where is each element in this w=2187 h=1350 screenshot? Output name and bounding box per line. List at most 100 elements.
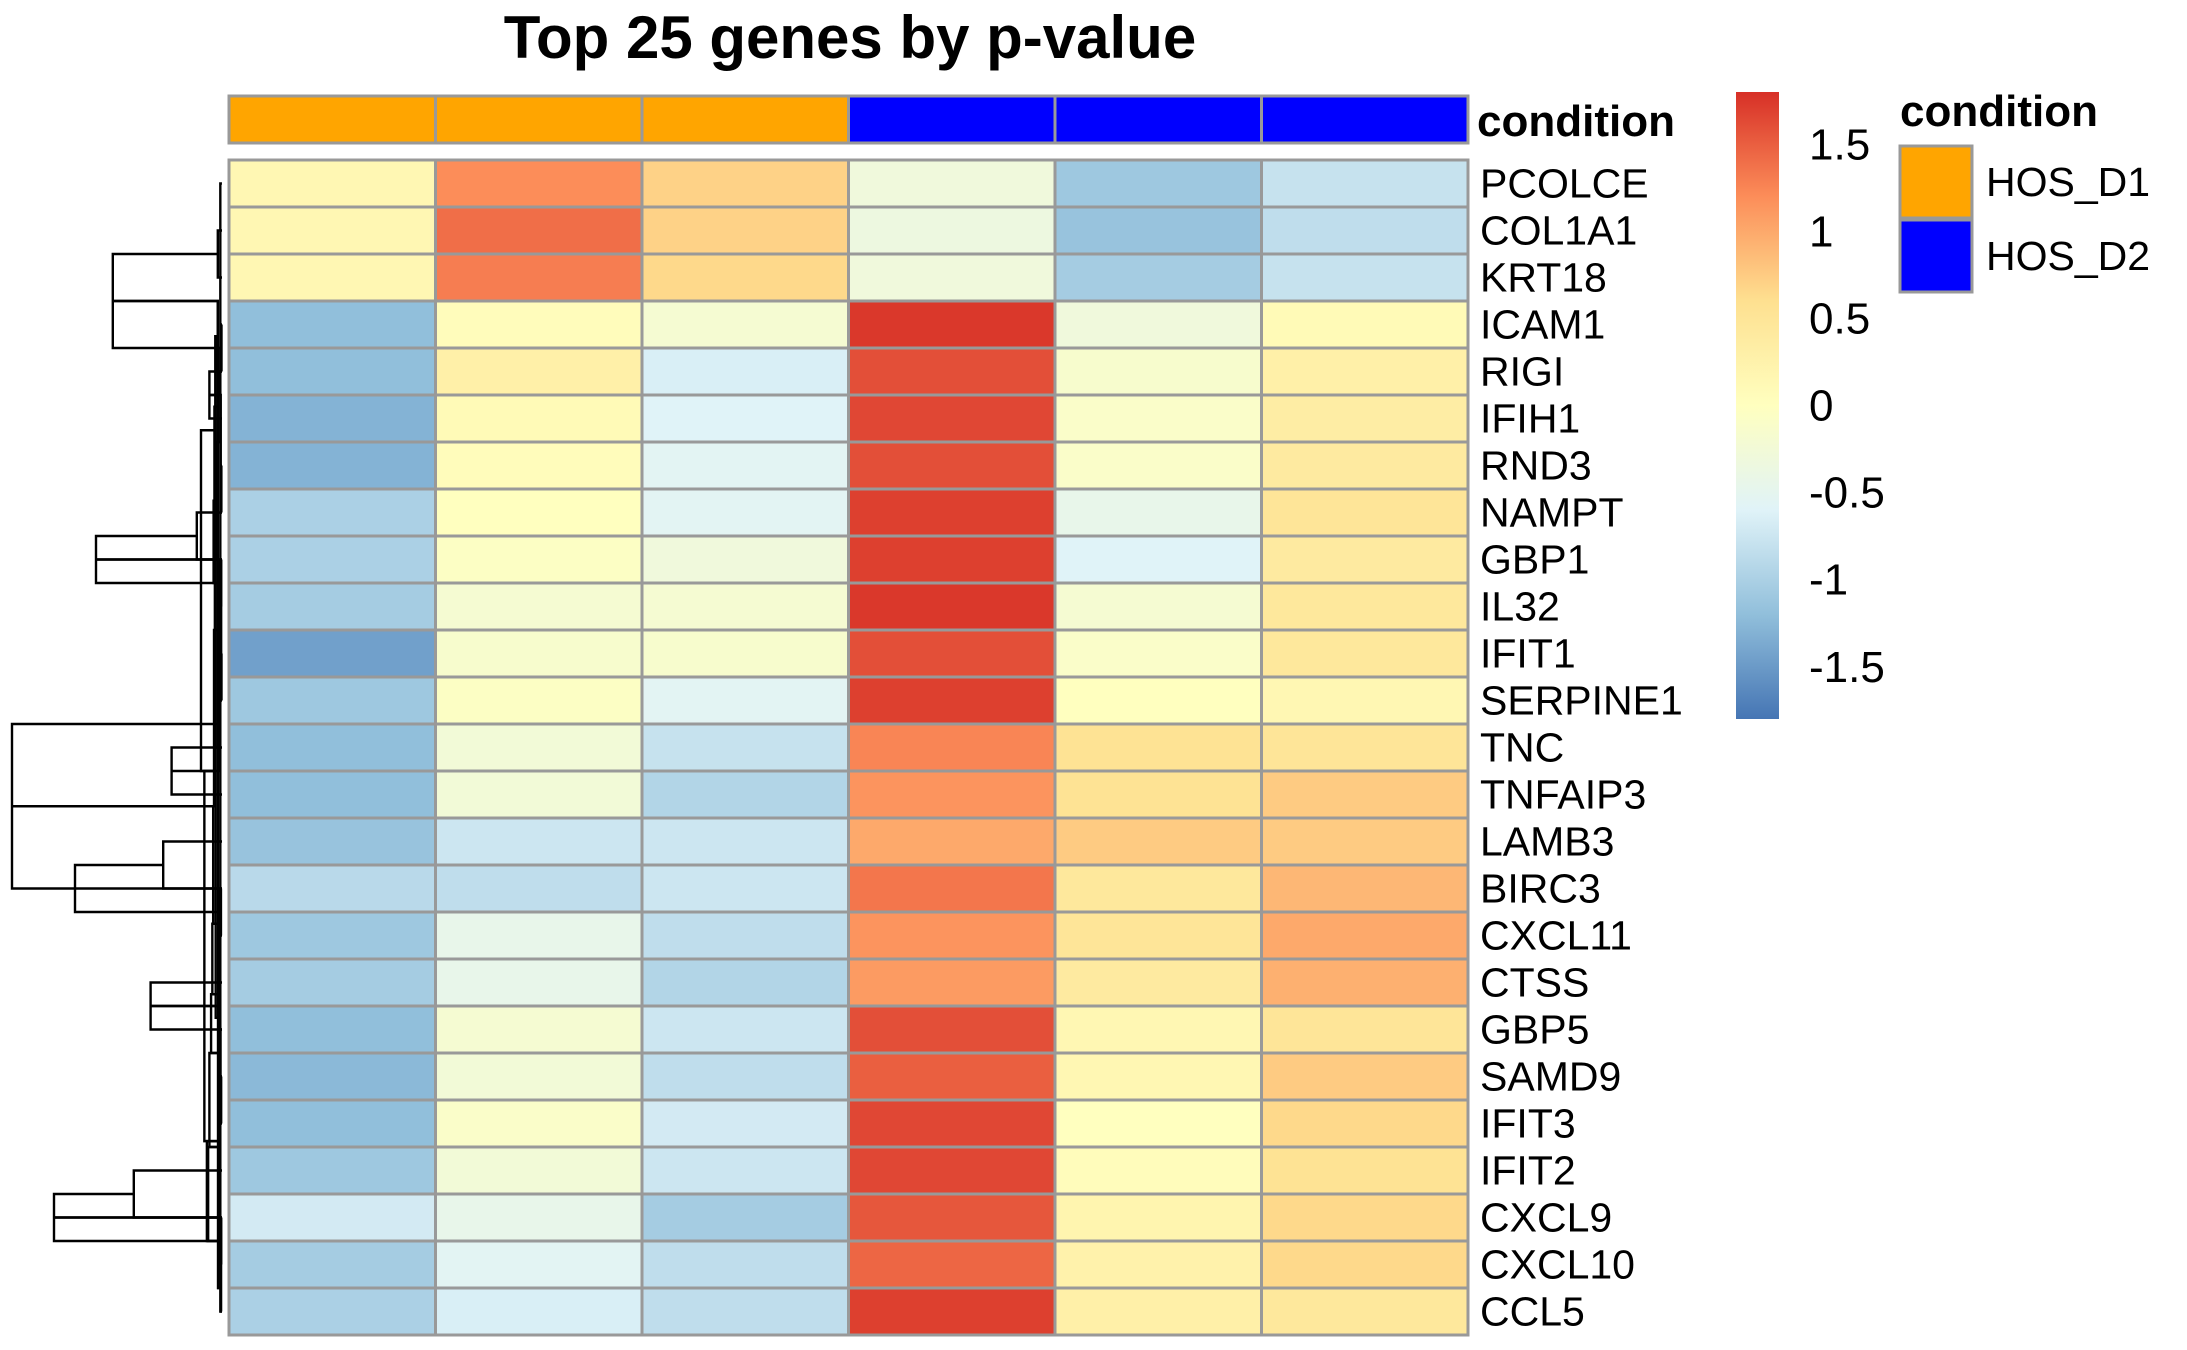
heatmap-cell xyxy=(227,910,437,961)
heatmap-cell xyxy=(640,1051,850,1102)
annotation-label: condition xyxy=(1477,97,1675,146)
row-label: CXCL11 xyxy=(1480,913,1632,959)
row-label: SERPINE1 xyxy=(1480,678,1683,724)
heatmap-cell xyxy=(1260,581,1470,632)
heatmap-cell xyxy=(1053,252,1263,303)
heatmap-cell xyxy=(434,158,644,209)
heatmap-cell xyxy=(847,581,1057,632)
heatmap-cell xyxy=(434,1098,644,1149)
heatmap-cell xyxy=(847,1192,1057,1243)
heatmap-cell xyxy=(640,675,850,726)
heatmap-cell xyxy=(1053,1051,1263,1102)
heatmap-cell xyxy=(227,1286,437,1337)
heatmap-cell xyxy=(640,816,850,867)
heatmap-cell xyxy=(1260,910,1470,961)
heatmap-cell xyxy=(1260,299,1470,350)
heatmap-cell xyxy=(227,487,437,538)
heatmap-cell xyxy=(640,1004,850,1055)
heatmap-cell xyxy=(1053,957,1263,1008)
heatmap-cell xyxy=(640,581,850,632)
row-label: PCOLCE xyxy=(1480,161,1649,207)
heatmap-cell xyxy=(227,628,437,679)
row-labels: PCOLCECOL1A1KRT18ICAM1RIGIIFIH1RND3NAMPT… xyxy=(1480,161,1683,1335)
heatmap-cell xyxy=(1260,534,1470,585)
heatmap-cell xyxy=(640,769,850,820)
legend-label: HOS_D2 xyxy=(1986,233,2150,279)
heatmap-cell xyxy=(640,957,850,1008)
heatmap-cell xyxy=(847,628,1057,679)
row-label: COL1A1 xyxy=(1480,208,1637,254)
heatmap-cell xyxy=(1053,1098,1263,1149)
annotation-bar xyxy=(227,94,1470,145)
heatmap-cell xyxy=(640,346,850,397)
colorbar xyxy=(1736,92,1779,719)
dendrogram-branch xyxy=(54,1075,221,1219)
heatmap-cell xyxy=(1053,346,1263,397)
heatmap-cells xyxy=(227,158,1470,1337)
colorbar-tick-label: -0.5 xyxy=(1809,469,1885,518)
annotation-cell xyxy=(1053,94,1263,145)
heatmap-cell xyxy=(847,816,1057,867)
heatmap-cell xyxy=(847,487,1057,538)
heatmap-cell xyxy=(1053,1239,1263,1290)
heatmap-cell xyxy=(1260,628,1470,679)
row-dendrogram xyxy=(10,182,223,1313)
heatmap-cell xyxy=(1053,1145,1263,1196)
row-label: CXCL9 xyxy=(1480,1195,1612,1241)
heatmap-cell xyxy=(1053,158,1263,209)
heatmap-cell xyxy=(847,1051,1057,1102)
heatmap-cell xyxy=(1053,534,1263,585)
heatmap-cell xyxy=(434,487,644,538)
heatmap-cell xyxy=(434,1192,644,1243)
heatmap-cell xyxy=(1053,393,1263,444)
row-label: IFIT2 xyxy=(1480,1148,1576,1194)
heatmap-cell xyxy=(847,957,1057,1008)
heatmap-cell xyxy=(434,534,644,585)
heatmap-cell xyxy=(640,1098,850,1149)
heatmap-cell xyxy=(1053,299,1263,350)
legend-swatch xyxy=(1898,144,1974,220)
heatmap-cell xyxy=(227,957,437,1008)
legend-label: HOS_D1 xyxy=(1986,159,2150,205)
heatmap-cell xyxy=(434,393,644,444)
heatmap-cell xyxy=(227,1098,437,1149)
heatmap-cell xyxy=(227,393,437,444)
heatmap-cell xyxy=(640,299,850,350)
heatmap-cell xyxy=(1260,1098,1470,1149)
heatmap-cell xyxy=(1260,158,1470,209)
colorbar-tick-label: 1.5 xyxy=(1809,120,1870,169)
annotation-cell xyxy=(434,94,644,145)
heatmap-cell xyxy=(1053,487,1263,538)
heatmap-cell xyxy=(1260,816,1470,867)
colorbar-tick-label: 0.5 xyxy=(1809,294,1870,343)
row-label: RIGI xyxy=(1480,349,1564,395)
heatmap-cell xyxy=(1053,816,1263,867)
heatmap-cell xyxy=(434,816,644,867)
heatmap-cell xyxy=(434,910,644,961)
heatmap-cell xyxy=(847,158,1057,209)
heatmap-cell xyxy=(640,534,850,585)
colorbar-tick-label: 0 xyxy=(1809,382,1833,431)
dendrogram-branch xyxy=(112,299,221,373)
heatmap-cell xyxy=(1053,1192,1263,1243)
heatmap-cell xyxy=(434,440,644,491)
heatmap-cell xyxy=(847,205,1057,256)
heatmap-cell xyxy=(1260,1145,1470,1196)
heatmap-cell xyxy=(1053,628,1263,679)
heatmap-cell xyxy=(1260,1286,1470,1337)
heatmap-cell xyxy=(847,769,1057,820)
row-label: IL32 xyxy=(1480,584,1560,630)
row-label: TNC xyxy=(1480,725,1564,771)
heatmap-cell xyxy=(847,675,1057,726)
heatmap-cell xyxy=(434,299,644,350)
row-label: CTSS xyxy=(1480,960,1589,1006)
dendrogram-branch xyxy=(220,323,223,373)
heatmap-cell xyxy=(1260,1004,1470,1055)
heatmap-cell xyxy=(1260,346,1470,397)
legend-swatch xyxy=(1898,218,1974,294)
heatmap-cell xyxy=(847,863,1057,914)
heatmap-cell xyxy=(640,205,850,256)
heatmap-cell xyxy=(1260,722,1470,773)
heatmap-cell xyxy=(640,1239,850,1290)
